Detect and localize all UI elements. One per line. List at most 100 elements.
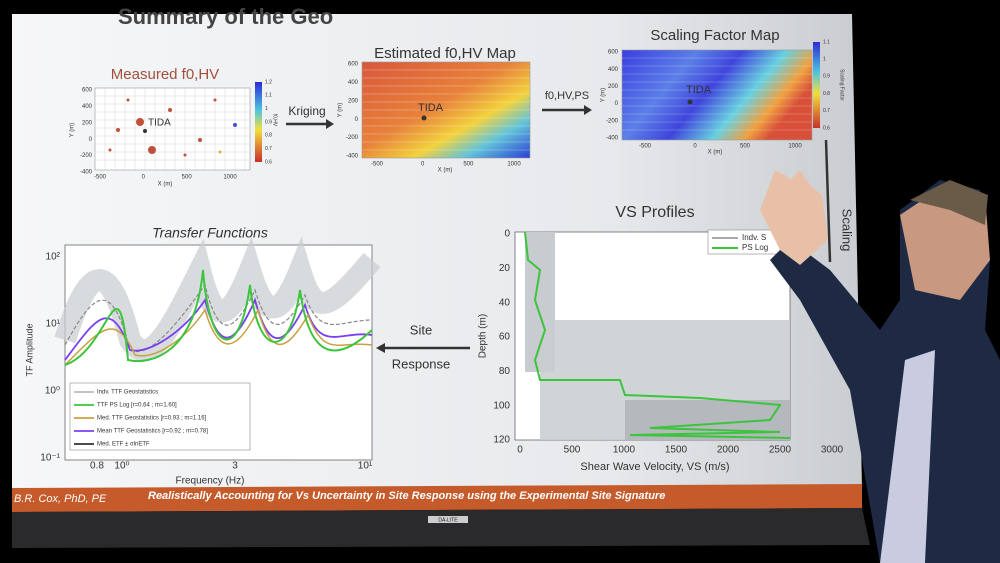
- y-tick-label: -400: [606, 136, 619, 142]
- y-tick-label: 10²: [46, 252, 61, 263]
- colorbar-tick-label: 0.8: [823, 91, 830, 97]
- brand: DA-LITE: [438, 517, 458, 523]
- colorbar-tick-label: 1.1: [823, 39, 830, 45]
- y-label: TF Amplitude: [24, 323, 34, 376]
- x-tick-label: 0: [693, 144, 697, 150]
- generated: -500 0 500 10006004002000-200-4001.21.110.9…: [40, 39, 843, 471]
- panel-title: Measured f0,HV: [111, 66, 219, 83]
- x-tick-label: 1000: [223, 175, 237, 181]
- x-tick-label: 500: [740, 144, 751, 150]
- estimated-map: [361, 61, 531, 159]
- legend-entry: Med. TTF Geostatistics [r=0.93 ; m=1.16]: [97, 416, 207, 422]
- y-label: Y (m): [338, 103, 344, 118]
- x-label: X (m): [708, 150, 723, 156]
- y-tick-label: 0: [504, 229, 510, 240]
- x-tick-label: 0: [421, 162, 425, 168]
- colorbar-tick-label: 0.6: [265, 159, 272, 165]
- y-tick-label: 0: [89, 137, 93, 143]
- slide-title: Summary of the Geo: [118, 4, 333, 29]
- x-tick-label: 500: [182, 175, 193, 181]
- colorbar-tick-label: 0.8: [265, 133, 272, 139]
- y-tick-label: 200: [82, 120, 93, 126]
- y-tick-label: -400: [346, 154, 359, 160]
- presenter: [760, 170, 1000, 563]
- x-label: Shear Wave Velocity, VS (m/s): [580, 461, 729, 473]
- footer-author: B.R. Cox, PhD, PE: [14, 493, 107, 505]
- panel-title: Estimated f0,HV Map: [374, 45, 516, 62]
- y-tick-label: 10¹: [46, 319, 61, 330]
- y-tick-label: 600: [608, 50, 619, 56]
- arrow-label: Response: [392, 356, 451, 371]
- x-tick-label: 2000: [717, 445, 740, 456]
- y-tick-label: 200: [608, 84, 619, 90]
- y-tick-label: 60: [499, 332, 511, 343]
- colorbar-tick-label: 0.7: [265, 146, 272, 152]
- y-tick-label: -200: [606, 118, 619, 124]
- x-tick-label: 3: [232, 461, 238, 472]
- colorbar-tick-label: 0.7: [823, 108, 830, 114]
- site-label: TIDA: [418, 102, 444, 114]
- y-tick-label: 10⁻¹: [40, 453, 60, 464]
- colorbar-label: Scaling Factor: [839, 69, 845, 101]
- y-tick-label: -200: [80, 153, 93, 159]
- x-label: X (m): [438, 168, 453, 174]
- x-tick-label: 10¹: [358, 461, 373, 472]
- colorbar-label: f0,HV: [272, 114, 278, 127]
- x-label: Frequency (Hz): [176, 476, 245, 487]
- x-tick-label: 500: [463, 162, 474, 168]
- y-label: Depth (m): [478, 314, 489, 358]
- brand-plate: [428, 516, 468, 523]
- legend-entry: Indv. S: [742, 233, 766, 242]
- y-tick-label: 400: [82, 104, 93, 110]
- colorbar-tick-label: 1.2: [265, 79, 272, 85]
- y-tick-label: 200: [348, 98, 359, 104]
- x-tick-label: 3000: [821, 445, 844, 456]
- x-tick-label: 0: [142, 175, 146, 181]
- footer-bar: [12, 484, 862, 512]
- y-label: Y (m): [70, 123, 76, 138]
- x-tick-label: 500: [564, 445, 581, 456]
- x-label: X (m): [158, 182, 173, 188]
- measured-map: [94, 82, 262, 171]
- footer-talk: Realistically Accounting for Vs Uncertai…: [148, 490, 665, 502]
- x-tick-label: -500: [371, 162, 384, 168]
- y-tick-label: 400: [348, 80, 359, 86]
- screen-bottom: [12, 508, 870, 548]
- legend-entry: Med. ETF ± σlnETF: [97, 442, 150, 448]
- colorbar-tick-label: 1.1: [265, 93, 272, 99]
- arrow-label: Site: [410, 322, 432, 337]
- y-tick-label: 20: [499, 263, 511, 274]
- panel-title: VS Profiles: [615, 204, 694, 221]
- site-label: TIDA: [686, 84, 712, 96]
- y-tick-label: 100: [493, 400, 510, 411]
- arrow-label: Kriging: [288, 104, 325, 118]
- y-tick-label: 40: [499, 297, 511, 308]
- y-tick-label: 80: [499, 366, 511, 377]
- x-tick-label: 1500: [665, 445, 688, 456]
- colorbar-tick-label: 1: [823, 57, 826, 63]
- arrows: [286, 105, 832, 353]
- scaling-map: [621, 42, 820, 141]
- colorbar-tick-label: 0.6: [823, 125, 830, 131]
- x-tick-label: 0: [517, 445, 523, 456]
- tf-plot: [54, 236, 381, 461]
- x-tick-label: 2500: [769, 445, 792, 456]
- arrow-label: Scaling: [840, 209, 855, 252]
- x-tick-label: 1000: [788, 144, 802, 150]
- x-tick-label: 10⁰: [114, 461, 129, 472]
- legend-entry: TTF PS Log [r=0.64 ; m=1.60]: [97, 403, 177, 409]
- y-tick-label: -200: [346, 135, 359, 141]
- y-tick-label: 600: [348, 62, 359, 68]
- colorbar-tick-label: 0.9: [823, 74, 830, 80]
- y-tick-label: 0: [355, 117, 359, 123]
- arrow-label: f0,HV,PS: [545, 90, 589, 102]
- site-label: TIDA: [148, 118, 171, 129]
- y-tick-label: 0: [615, 101, 619, 107]
- y-tick-label: 400: [608, 67, 619, 73]
- x-tick-label: 1000: [613, 445, 636, 456]
- y-tick-label: 120: [493, 435, 510, 446]
- legend-entry: PS Log: [742, 243, 768, 252]
- panel-title: Transfer Functions: [152, 225, 268, 241]
- y-label: Y (m): [601, 88, 607, 103]
- legend-entry: Indv. TTF Geostatistics: [97, 390, 158, 396]
